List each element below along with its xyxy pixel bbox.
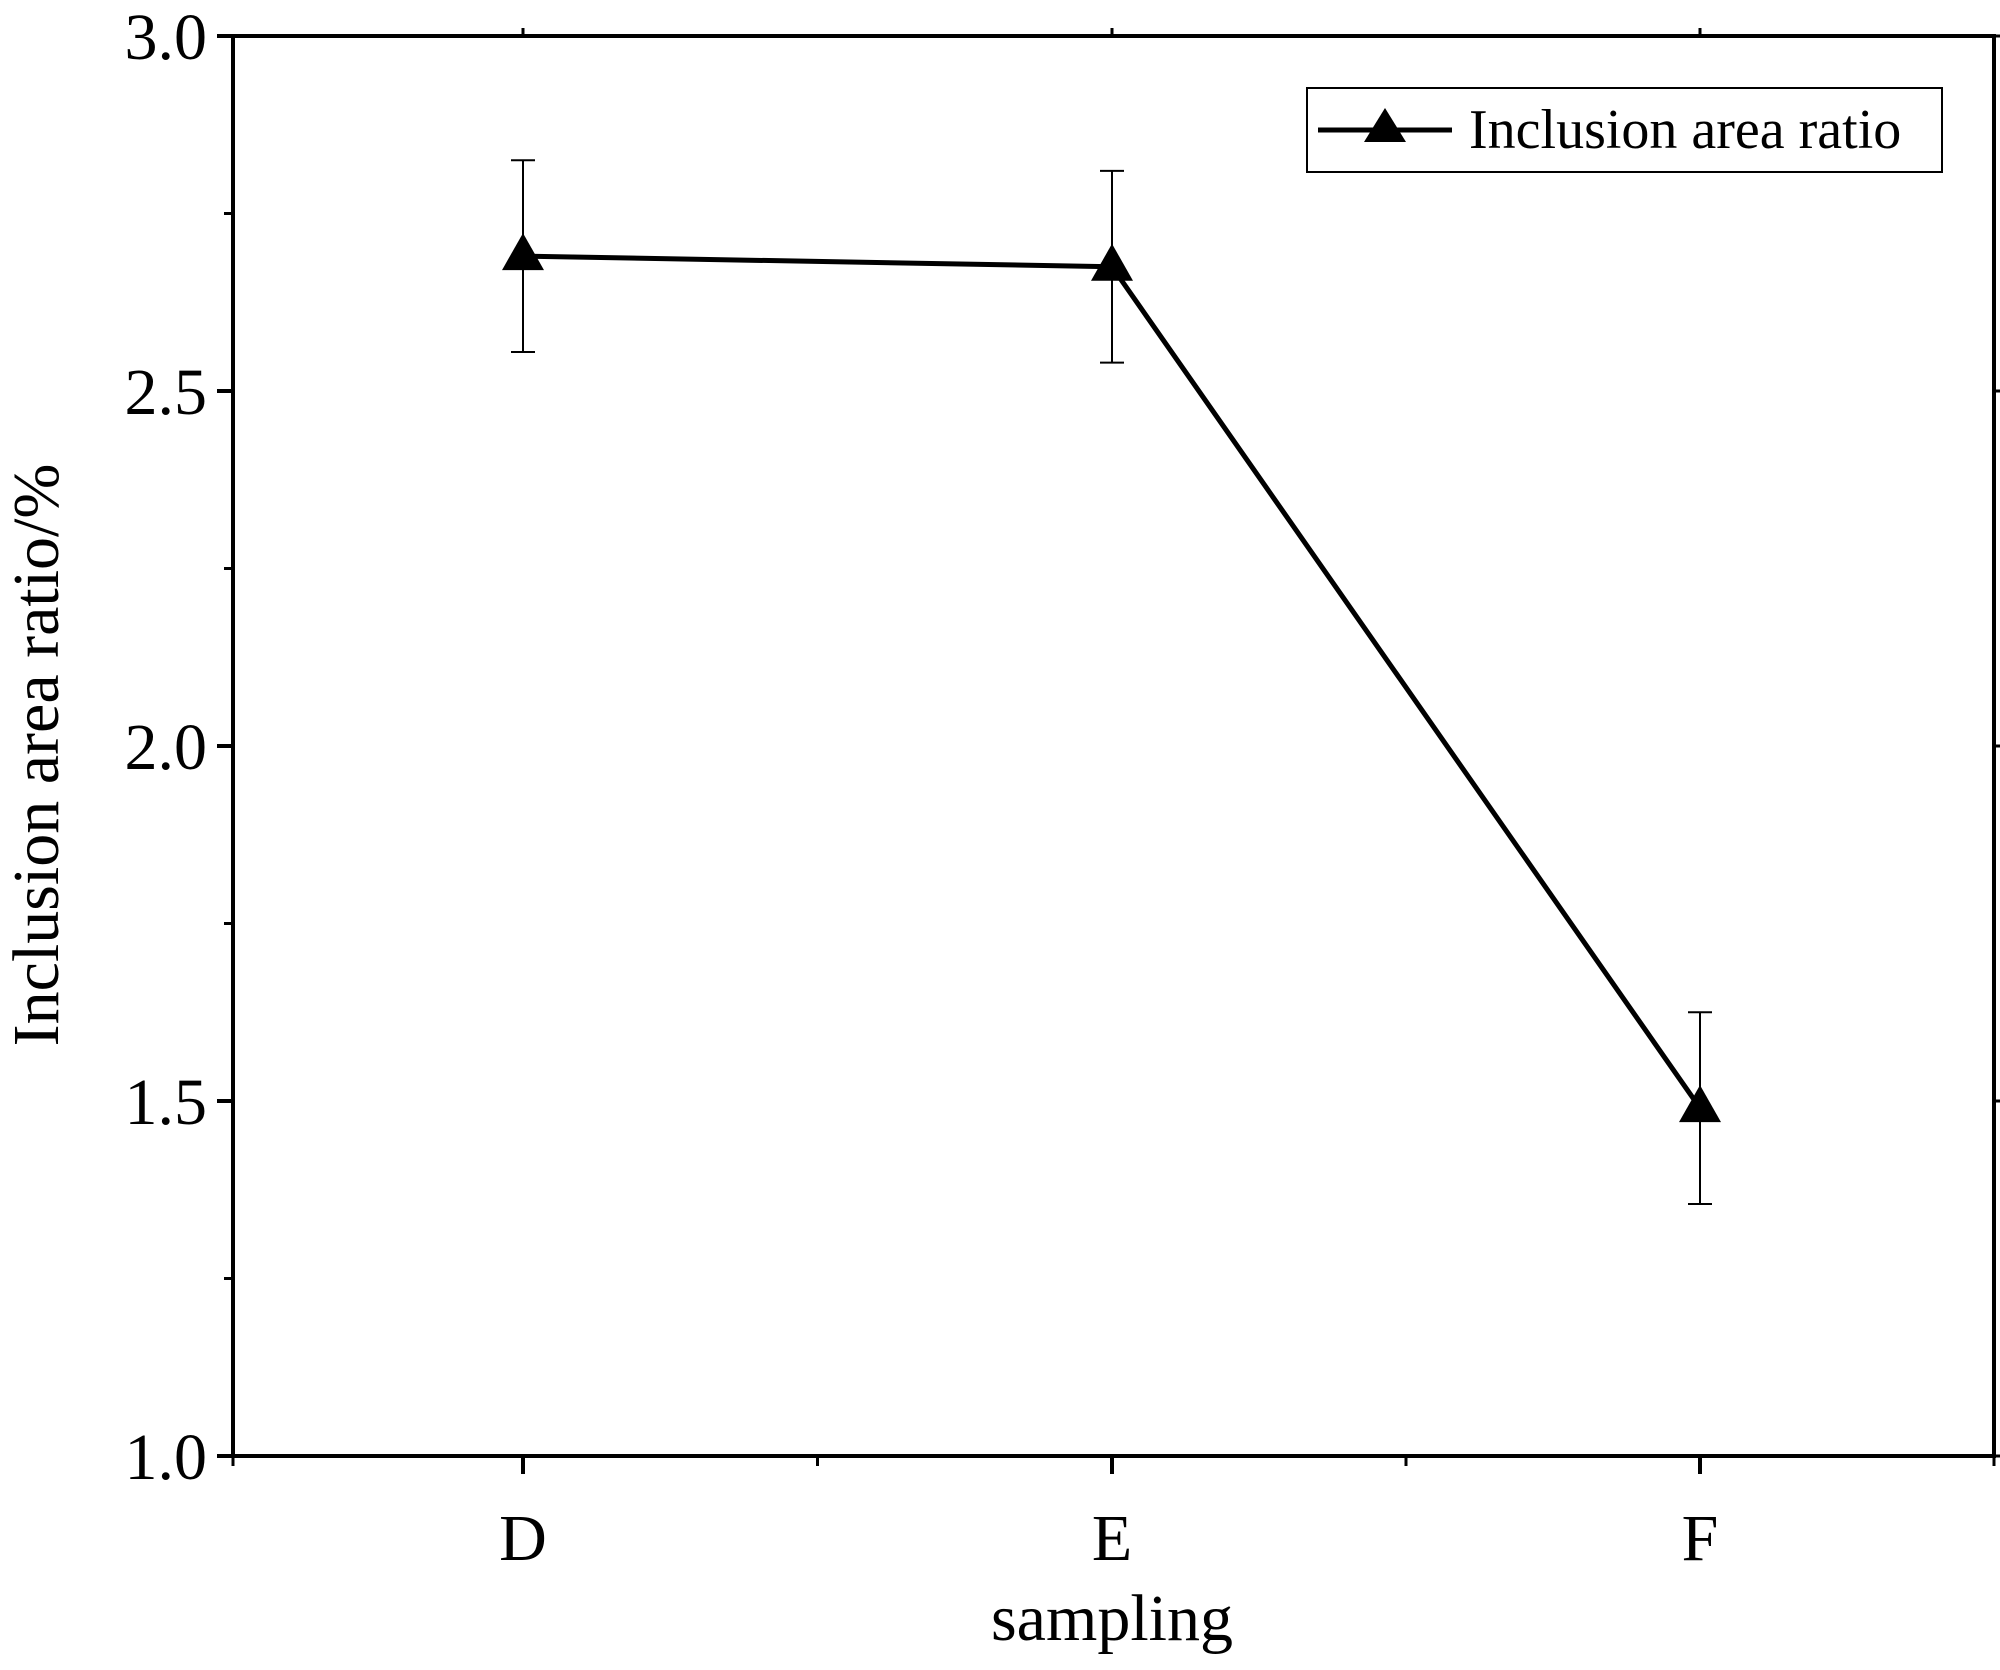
y-axis-title: Inclusion area ratio/% [0,464,73,1047]
y-tick-label: 1.0 [125,1421,208,1494]
series-line [522,253,1703,1110]
x-tick-label: F [1682,1502,1719,1575]
legend: Inclusion area ratio [1306,87,1943,173]
x-tick-label: D [499,1502,547,1575]
data-point-triangle [1091,243,1133,281]
data-point-triangle [1679,1085,1721,1123]
data-point-triangle [502,233,544,271]
legend-label: Inclusion area ratio [1469,99,1901,161]
x-tick-label: E [1092,1502,1132,1575]
y-tick-label: 1.5 [125,1066,208,1139]
y-tick-label: 2.0 [125,711,208,784]
x-axis-title: sampling [991,1582,1233,1655]
tick-labels: 1.0 1.5 2.0 2.5 3.0 D E F [125,1,1719,1575]
y-tick-label: 3.0 [125,1,208,74]
axes [217,28,2000,1474]
legend-triangle-icon [1364,108,1406,142]
series-layer [502,159,1721,1205]
y-tick-label: 2.5 [125,356,208,429]
